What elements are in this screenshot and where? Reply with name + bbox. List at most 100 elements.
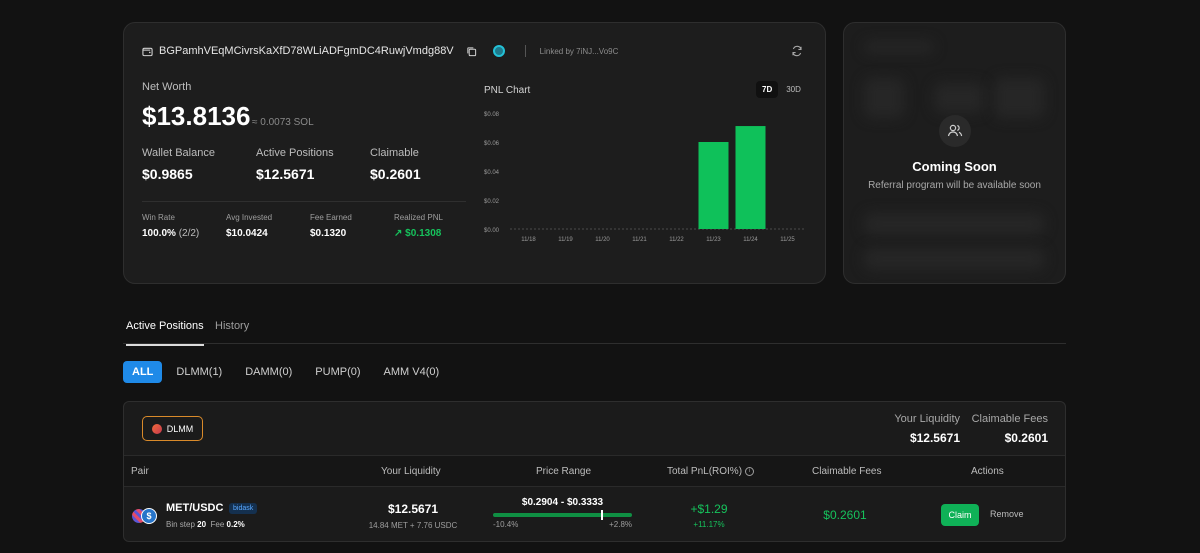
trend-up-icon: ↗ [394,228,403,239]
stat-value: $0.1320 [310,228,347,239]
copy-icon[interactable] [466,46,477,57]
header-pair: Pair [131,466,149,477]
win-rate-stat: Win Rate 100.0% (2/2) [142,213,199,239]
strategy-badge: bidask [229,503,258,514]
table-row[interactable]: $ MET/USDC bidask Bin step 20 Fee 0.2% $… [124,488,1065,541]
stat-label: Win Rate [142,213,175,222]
win-rate-count: (2/2) [178,228,200,239]
dlmm-logo-icon [151,423,162,434]
pair-name[interactable]: MET/USDC [166,502,224,514]
pnl-cell: +$1.29 +11.17% [669,502,749,529]
explorer-link-icon[interactable] [492,45,505,57]
bin-step-label: Bin step [166,520,195,529]
pnl-bar[interactable] [698,142,729,229]
referral-title: Coming Soon [912,159,997,174]
header-actions: Actions [971,466,1004,477]
filter-all[interactable]: ALL [123,361,163,383]
filter-pump[interactable]: PUMP(0) [315,366,361,378]
wallet-address-row: BGPamhVEqMCivrsKaXfD78WLiADFgmDC4RuwjVmd… [142,43,618,59]
x-tick-label: 11/20 [595,237,610,243]
stat-label: Realized PNL [394,213,443,222]
x-tick-label: 11/19 [558,237,573,243]
stat-value: $0.2601 [370,166,421,182]
liquidity-value: $12.5671 [387,502,439,516]
chart-range-tabs: 7D 30D [756,81,807,98]
stat-value: $12.5671 [256,166,315,182]
pnl-value: +$1.29 [690,502,728,516]
range-low-pct: -10.4% [493,520,519,529]
stat-label: Active Positions [256,147,334,159]
summary-value: $0.2601 [1004,431,1048,445]
remove-button[interactable]: Remove [990,509,1024,519]
net-worth-sol: ≈ 0.0073 SOL [252,117,314,128]
referral-content: Coming Soon Referral program will be ava… [844,115,1065,191]
pool-type-filters: ALL DLMM(1) DAMM(0) PUMP(0) AMM V4(0) [123,361,453,383]
roi-value: +11.17% [693,520,725,529]
range-tab-7d[interactable]: 7D [756,81,779,98]
wallet-overview-card: BGPamhVEqMCivrsKaXfD78WLiADFgmDC4RuwjVmd… [123,22,826,284]
pnl-bar-chart: $0.00 $0.02 $0.04 $0.06 $0.08 11/18 11/19 11/20… [484,112,806,243]
info-icon[interactable]: i [744,466,754,476]
wallet-icon [142,46,153,57]
fee-earned-stat: Fee Earned $0.1320 [310,213,352,239]
stat-value: ↗ $0.1308 [394,228,443,239]
header-total-pnl-label: Total PnL(ROI%) [667,466,743,477]
your-liquidity-summary: Your Liquidity $12.5671 [894,413,960,445]
tab-active-positions[interactable]: Active Positions [126,320,204,346]
claimable-fees-summary: Claimable Fees $0.2601 [972,413,1048,445]
win-rate-value: 100.0% [142,228,176,239]
liquidity-detail: 14.84 MET + 7.76 USDC [368,521,458,530]
usdc-token-icon: $ [141,508,157,524]
range-tab-30d[interactable]: 30D [786,85,801,94]
summary-label: Your Liquidity [894,413,960,425]
fee-value: 0.2% [226,520,245,529]
current-price-marker [601,510,604,520]
users-icon [938,115,971,147]
referral-subtitle: Referral program will be available soon [868,180,1041,191]
price-range-cell: $0.2904 - $0.3333 -10.4% +2.8% [493,497,632,529]
filter-damm[interactable]: DAMM(0) [245,366,293,378]
price-range-ends: -10.4% +2.8% [493,520,632,529]
refresh-icon[interactable] [791,44,803,57]
realized-pnl-stat: Realized PNL ↗ $0.1308 [394,213,443,239]
stats-divider [142,201,466,202]
pair-token-icons: $ [132,508,158,524]
positions-tabs: Active Positions History [123,312,1066,346]
dlmm-badge: DLMM [142,416,203,441]
linked-by-text: Linked by 7iNJ...Vo9C [539,46,619,56]
net-worth-label: Net Worth [142,81,192,93]
y-tick-label: $0.00 [484,228,500,234]
header-your-liquidity: Your Liquidity [381,466,441,477]
summary-value: $12.5671 [909,431,960,445]
stat-value: $0.9865 [142,166,193,182]
stat-label: Fee Earned [310,213,352,222]
dlmm-badge-label: DLMM [166,423,194,434]
y-tick-label: $0.04 [484,170,500,176]
fee-label: Fee [210,520,225,529]
blurred-background [844,23,1065,283]
positions-table-header: Pair Your Liquidity Price Range Total Pn… [124,455,1065,487]
claimable-stat: Claimable $0.2601 [370,147,421,182]
y-tick-label: $0.02 [484,199,500,205]
bin-step-value: 20 [197,520,207,529]
tab-history[interactable]: History [215,320,250,332]
stat-value: $10.0424 [226,228,268,239]
claim-button[interactable]: Claim [941,504,979,526]
stat-label: Claimable [370,147,419,159]
y-tick-label: $0.08 [484,112,500,118]
pnl-bar[interactable] [735,126,766,229]
header-price-range: Price Range [536,466,592,477]
x-tick-label: 11/18 [521,237,536,243]
dlmm-positions-card: DLMM Your Liquidity $12.5671 Claimable F… [123,401,1066,542]
wallet-address: BGPamhVEqMCivrsKaXfD78WLiADFgmDC4RuwjVmd… [159,45,454,57]
avg-invested-stat: Avg Invested $10.0424 [226,213,272,239]
price-range-bar [493,510,632,520]
header-claimable-fees: Claimable Fees [812,466,882,477]
referral-card: Coming Soon Referral program will be ava… [843,22,1066,284]
filter-amm-v4[interactable]: AMM V4(0) [383,366,440,378]
x-tick-label: 11/21 [632,237,647,243]
range-high-pct: +2.8% [609,520,632,529]
filter-dlmm[interactable]: DLMM(1) [176,366,223,378]
wallet-balance-stat: Wallet Balance $0.9865 [142,147,215,182]
pnl-chart-title: PNL Chart [484,85,531,96]
